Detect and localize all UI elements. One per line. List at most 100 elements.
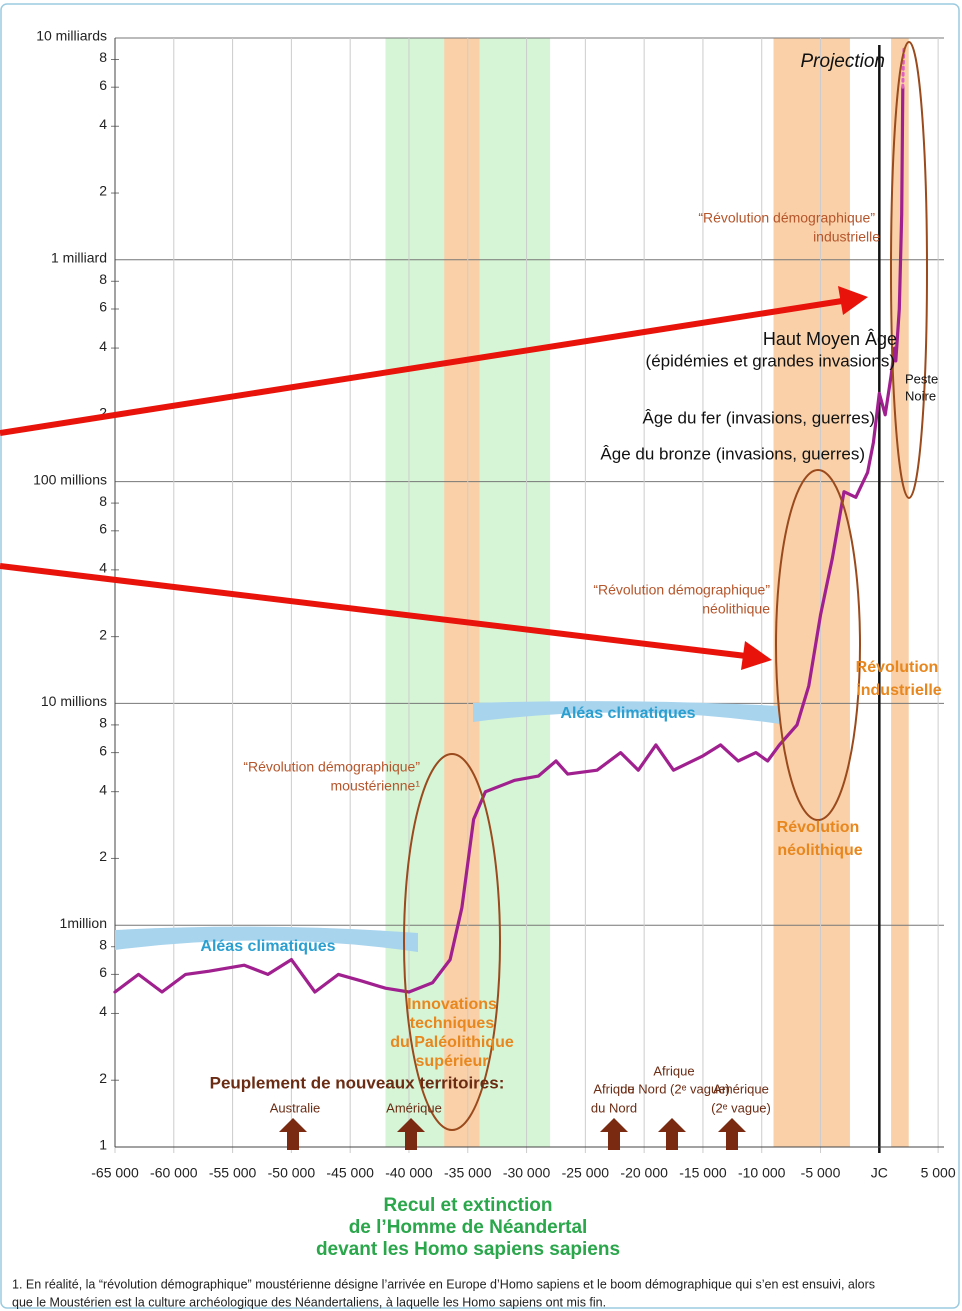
annotation: industrielle xyxy=(856,682,941,699)
y-tick-label: 8 xyxy=(99,49,107,65)
y-tick-label: 6 xyxy=(99,964,107,980)
ellipse xyxy=(890,41,928,499)
annotation: Amérique xyxy=(386,1100,442,1115)
y-tick-label: 8 xyxy=(99,936,107,952)
ellipse xyxy=(775,469,861,821)
annotation: Révolution xyxy=(856,659,939,676)
ellipses xyxy=(403,41,928,1131)
up-arrow xyxy=(658,1118,686,1150)
x-tick-label: -30 000 xyxy=(503,1165,551,1181)
y-tick-label: 8 xyxy=(99,715,107,731)
y-tick-label: 10 milliards xyxy=(36,28,107,44)
y-tick-label: 2 xyxy=(99,183,107,199)
annotation: Haut Moyen Âge xyxy=(763,329,897,349)
y-tick-label: 4 xyxy=(99,338,107,354)
band xyxy=(444,38,480,1147)
ellipse xyxy=(403,753,501,1131)
y-tick-label: 8 xyxy=(99,271,107,287)
grid: 1 2 4 6 8 1million 2 4 6 8 10 millions 2 4 6 8 100 mill… xyxy=(33,28,956,1181)
x-tick-label: -60 000 xyxy=(150,1165,198,1181)
y-tick-label: 6 xyxy=(99,742,107,758)
annotation: Afrique xyxy=(653,1063,694,1078)
x-tick-label: -5 000 xyxy=(801,1165,841,1181)
arrow-line xyxy=(0,298,843,436)
climate-bracket xyxy=(115,926,418,952)
annotation: Innovations xyxy=(407,996,497,1013)
annotation: Australie xyxy=(270,1100,321,1115)
annotation: Âge du fer (invasions, guerres) xyxy=(643,408,875,427)
y-tick-label: 1 xyxy=(99,1137,107,1153)
annotation: supérieur xyxy=(416,1053,489,1070)
y-tick-label: 6 xyxy=(99,77,107,93)
annotation: “Révolution démographique” xyxy=(698,210,875,226)
annotation: Projection xyxy=(801,51,886,72)
annotation: industrielle xyxy=(813,229,880,245)
annotation: Aléas climatiques xyxy=(560,705,695,722)
arrow-head xyxy=(838,286,868,315)
x-tick-label: -20 000 xyxy=(620,1165,668,1181)
y-tick-label: 2 xyxy=(99,848,107,864)
territory-arrows xyxy=(279,1118,746,1150)
annotation: “Révolution démographique” xyxy=(243,759,420,775)
annotation: du Nord xyxy=(591,1100,637,1115)
y-tick-label: 6 xyxy=(99,521,107,537)
y-tick-label: 2 xyxy=(99,626,107,642)
band xyxy=(773,38,850,1147)
y-tick-label: 2 xyxy=(99,1070,107,1086)
annotation: moustérienne¹ xyxy=(331,778,421,794)
y-tick-label: 4 xyxy=(99,560,107,576)
band xyxy=(891,38,909,1147)
x-tick-label: -35 000 xyxy=(444,1165,492,1181)
up-arrow xyxy=(718,1118,746,1150)
annotation: du Nord (2ᵉ vague) xyxy=(620,1081,730,1096)
annotation: Afrique xyxy=(593,1081,634,1096)
x-tick-label: -45 000 xyxy=(326,1165,374,1181)
up-arrow xyxy=(397,1118,425,1150)
annotation: Noire xyxy=(905,388,936,403)
annotation: Révolution xyxy=(777,819,860,836)
annotation: techniques xyxy=(410,1015,495,1032)
annotation: devant les Homo sapiens sapiens xyxy=(316,1239,620,1260)
arrow-head xyxy=(741,641,772,670)
x-tick-label: 5 000 xyxy=(921,1165,956,1181)
x-tick-label: -15 000 xyxy=(679,1165,727,1181)
y-tick-label: 8 xyxy=(99,493,107,509)
annotation: Âge du bronze (invasions, guerres) xyxy=(600,444,865,463)
annotation: (épidémies et grandes invasions) xyxy=(646,351,895,370)
y-tick-label: 100 millions xyxy=(33,471,107,487)
y-tick-label: 1 milliard xyxy=(51,250,107,266)
x-tick-label: -25 000 xyxy=(562,1165,610,1181)
y-tick-label: 4 xyxy=(99,781,107,797)
annotation: Aléas climatiques xyxy=(200,938,335,955)
x-tick-label: -50 000 xyxy=(268,1165,316,1181)
y-tick-label: 4 xyxy=(99,1003,107,1019)
y-tick-label: 4 xyxy=(99,116,107,132)
annotation: (2ᵉ vague) xyxy=(711,1100,771,1115)
x-tick-label: -65 000 xyxy=(91,1165,139,1181)
series-line xyxy=(113,85,905,994)
x-tick-label: -55 000 xyxy=(209,1165,257,1181)
footnote: que le Moustérien est la culture archéol… xyxy=(12,1295,606,1309)
annotations: Projection “Révolution démographique” indu… xyxy=(200,51,941,1260)
arrow-line xyxy=(0,563,747,659)
climate-bracket xyxy=(473,701,780,724)
y-tick-label: 10 millions xyxy=(41,693,107,709)
annotation: “Révolution démographique” xyxy=(593,582,770,598)
up-arrow xyxy=(600,1118,628,1150)
y-tick-label: 1million xyxy=(60,915,107,931)
annotation: de l’Homme de Néandertal xyxy=(349,1217,588,1238)
annotation: Amérique xyxy=(713,1081,769,1096)
red-arrows xyxy=(0,286,868,670)
x-tick-label: -10 000 xyxy=(738,1165,786,1181)
annotation: Peuplement de nouveaux territoires: xyxy=(210,1073,505,1092)
annotation: du Paléolithique xyxy=(390,1034,514,1051)
annotation: Recul et extinction xyxy=(384,1195,553,1216)
x-tick-label: JC xyxy=(871,1165,888,1181)
footnote: 1. En réalité, la “révolution démographi… xyxy=(12,1277,875,1291)
x-tick-label: -40 000 xyxy=(385,1165,433,1181)
y-tick-label: 6 xyxy=(99,299,107,315)
annotation: néolithique xyxy=(777,842,862,859)
y-tick-label: 2 xyxy=(99,405,107,421)
annotation: Peste xyxy=(905,371,938,386)
